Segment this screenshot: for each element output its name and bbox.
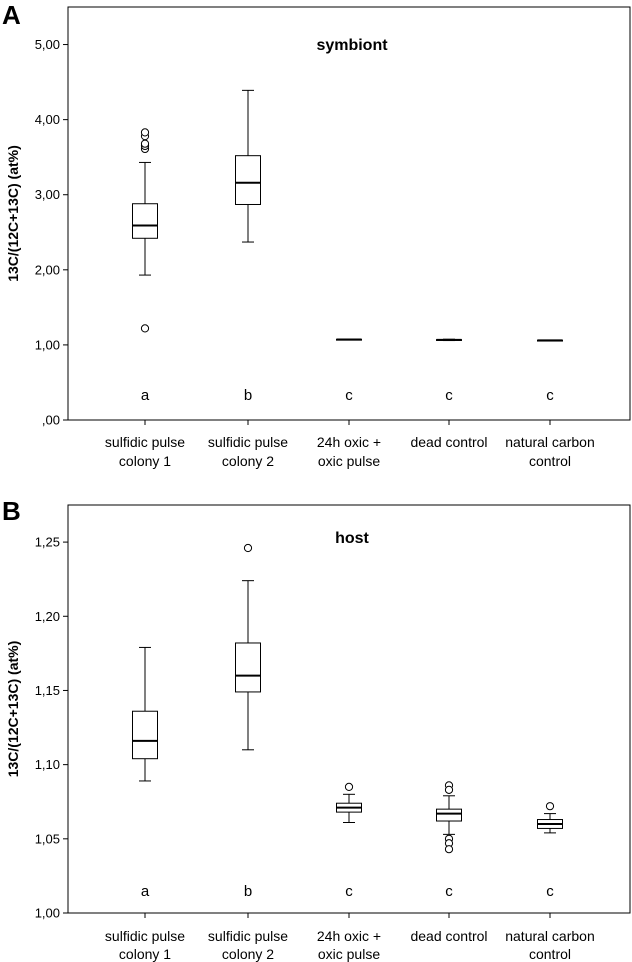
outlier-point xyxy=(140,324,150,333)
category-label: natural carbon xyxy=(505,928,595,944)
iqr-box xyxy=(132,203,158,239)
box-5 xyxy=(537,339,563,342)
category-label: colony 2 xyxy=(222,946,274,962)
outlier-point xyxy=(344,782,354,791)
box-5 xyxy=(537,802,563,834)
iqr-box xyxy=(235,642,261,693)
box-4 xyxy=(436,338,462,342)
category-label: natural carbon xyxy=(505,434,595,450)
category-label: control xyxy=(529,946,571,962)
box-3 xyxy=(336,338,362,341)
outlier-point xyxy=(140,128,150,137)
outlier-point xyxy=(545,802,555,811)
category-label: dead control xyxy=(410,928,487,944)
category-label: sulfidic pulse xyxy=(208,928,288,944)
iqr-box xyxy=(235,155,261,205)
y-tick-label: 2,00 xyxy=(35,262,60,277)
significance-letter: b xyxy=(244,387,252,404)
panel-letter: A xyxy=(2,0,21,30)
y-tick-label: 1,25 xyxy=(35,535,60,550)
significance-letter: c xyxy=(546,883,554,900)
y-axis-label: 13C/(12C+13C) (at%) xyxy=(5,145,21,282)
iqr-box xyxy=(132,710,158,760)
panel-letter: B xyxy=(2,496,21,526)
category-label: oxic pulse xyxy=(318,946,380,962)
y-tick-label: 1,20 xyxy=(35,609,60,624)
significance-letter: a xyxy=(141,387,150,404)
y-tick-label: 1,05 xyxy=(35,831,60,846)
category-label: dead control xyxy=(410,434,487,450)
y-tick-label: 1,15 xyxy=(35,683,60,698)
outlier-point xyxy=(140,139,150,148)
significance-letter: c xyxy=(546,387,554,404)
category-label: sulfidic pulse xyxy=(105,434,185,450)
y-tick-label: 1,00 xyxy=(35,906,60,921)
y-tick-label: 5,00 xyxy=(35,37,60,52)
box-1 xyxy=(132,128,158,333)
box-2 xyxy=(235,543,261,751)
y-tick-label: ,00 xyxy=(42,413,60,428)
y-tick-label: 1,00 xyxy=(35,337,60,352)
significance-letter: c xyxy=(345,387,353,404)
category-label: 24h oxic + xyxy=(317,434,381,450)
significance-letter: b xyxy=(244,883,252,900)
category-label: colony 1 xyxy=(119,946,171,962)
iqr-box xyxy=(436,808,462,822)
significance-letter: c xyxy=(445,387,453,404)
outlier-point xyxy=(243,543,253,553)
box-2 xyxy=(235,89,261,243)
box-1 xyxy=(132,646,158,782)
box-4 xyxy=(436,781,462,854)
y-tick-label: 4,00 xyxy=(35,112,60,127)
y-tick-label: 1,10 xyxy=(35,757,60,772)
significance-letter: c xyxy=(445,883,453,900)
box-3 xyxy=(336,782,362,823)
significance-letter: a xyxy=(141,883,150,900)
y-tick-label: 3,00 xyxy=(35,187,60,202)
category-label: control xyxy=(529,453,571,469)
y-axis-label: 13C/(12C+13C) (at%) xyxy=(5,641,21,778)
plot-title: host xyxy=(335,530,369,547)
plot-frame xyxy=(67,504,631,914)
outlier-point xyxy=(444,785,454,794)
category-label: sulfidic pulse xyxy=(208,434,288,450)
significance-letter: c xyxy=(345,883,353,900)
category-label: colony 2 xyxy=(222,453,274,469)
category-label: 24h oxic + xyxy=(317,928,381,944)
category-label: colony 1 xyxy=(119,453,171,469)
category-label: sulfidic pulse xyxy=(105,928,185,944)
plot-title: symbiont xyxy=(316,37,388,54)
outlier-point xyxy=(444,845,454,854)
category-label: oxic pulse xyxy=(318,453,380,469)
